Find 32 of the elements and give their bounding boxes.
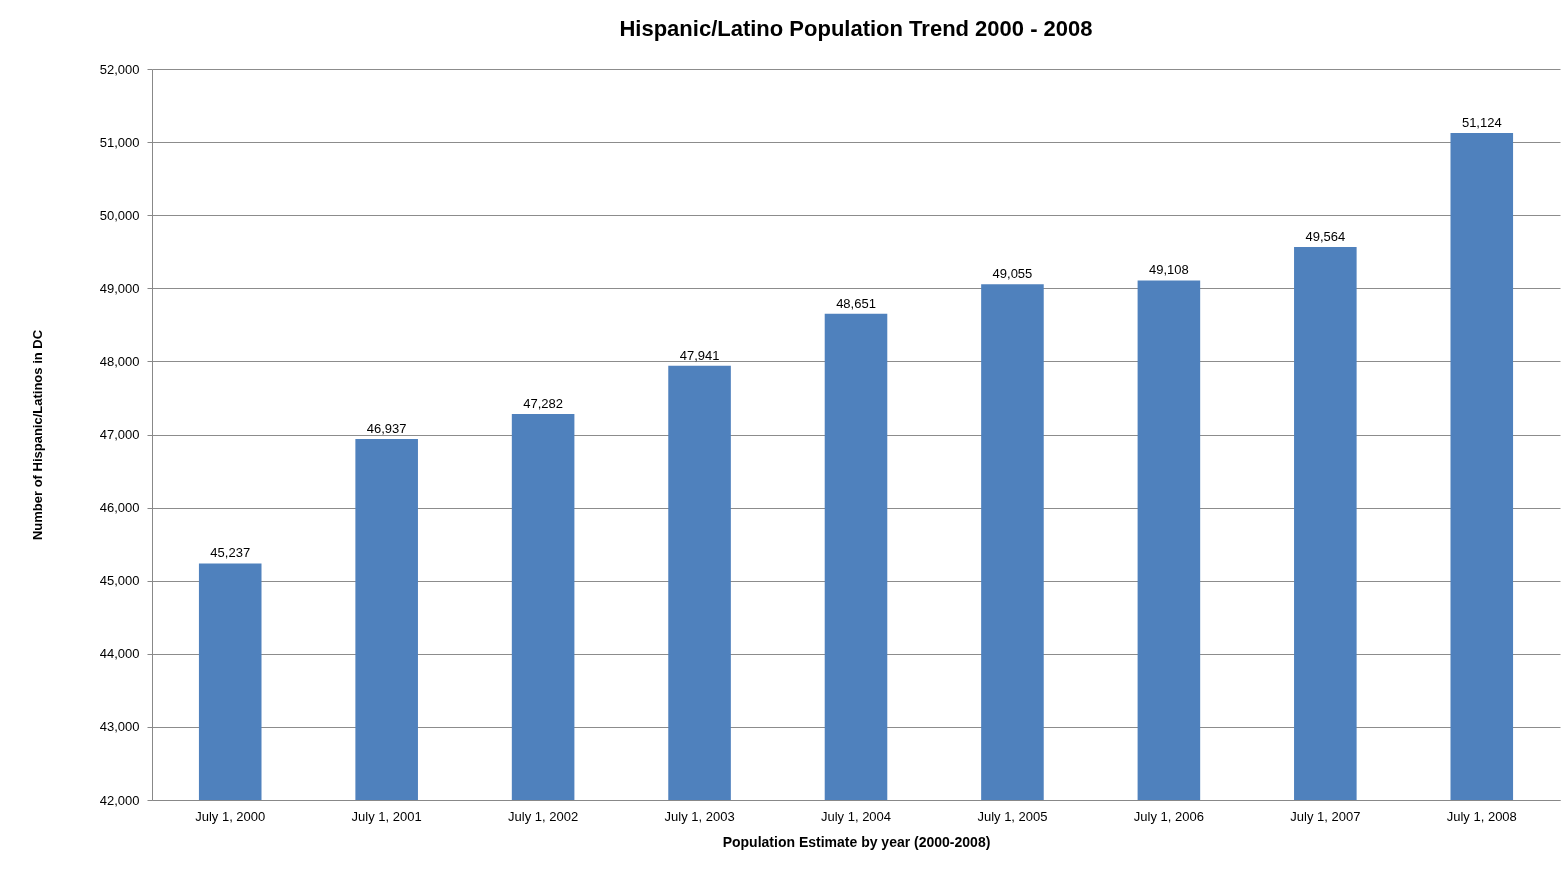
data-label: 48,651 xyxy=(836,295,876,311)
x-axis-title: Population Estimate by year (2000-2008) xyxy=(722,833,991,850)
data-label: 49,564 xyxy=(1305,229,1346,245)
x-tick-label: July 1, 2007 xyxy=(1290,808,1361,824)
x-tick-label: July 1, 2002 xyxy=(508,808,579,824)
y-tick-label: 42,000 xyxy=(99,792,140,808)
x-tick-label: July 1, 2008 xyxy=(1446,808,1517,824)
x-tick-label: July 1, 2003 xyxy=(664,808,735,824)
y-tick-label: 48,000 xyxy=(99,353,140,369)
y-tick-label: 50,000 xyxy=(99,207,140,223)
y-tick-label: 46,000 xyxy=(99,500,140,516)
data-label: 46,937 xyxy=(366,421,407,437)
y-tick-label: 45,000 xyxy=(99,573,140,589)
x-tick-label: July 1, 2005 xyxy=(977,808,1048,824)
data-label: 47,941 xyxy=(679,347,720,363)
data-label: 51,124 xyxy=(1461,115,1502,131)
x-tick-label: July 1, 2001 xyxy=(351,808,422,824)
data-label: 49,055 xyxy=(992,266,1033,282)
data-label: 47,282 xyxy=(523,395,563,411)
y-tick-label: 51,000 xyxy=(99,134,140,150)
y-axis-title: Number of Hispanic/Latinos in DC xyxy=(29,329,45,541)
data-label: 45,237 xyxy=(210,545,251,561)
y-tick-label: 47,000 xyxy=(99,427,140,442)
chart-title: Hispanic/Latino Population Trend 2000 - 2008 xyxy=(619,16,1093,41)
x-tick-label: July 1, 2004 xyxy=(820,808,892,824)
y-tick-label: 44,000 xyxy=(99,646,140,662)
data-label: 49,108 xyxy=(1149,262,1189,278)
x-tick-label: July 1, 2006 xyxy=(1133,808,1204,824)
y-tick-label: 43,000 xyxy=(99,719,140,735)
y-tick-label: 52,000 xyxy=(99,61,140,77)
y-tick-label: 49,000 xyxy=(99,280,140,296)
x-tick-label: July 1, 2000 xyxy=(195,808,266,824)
